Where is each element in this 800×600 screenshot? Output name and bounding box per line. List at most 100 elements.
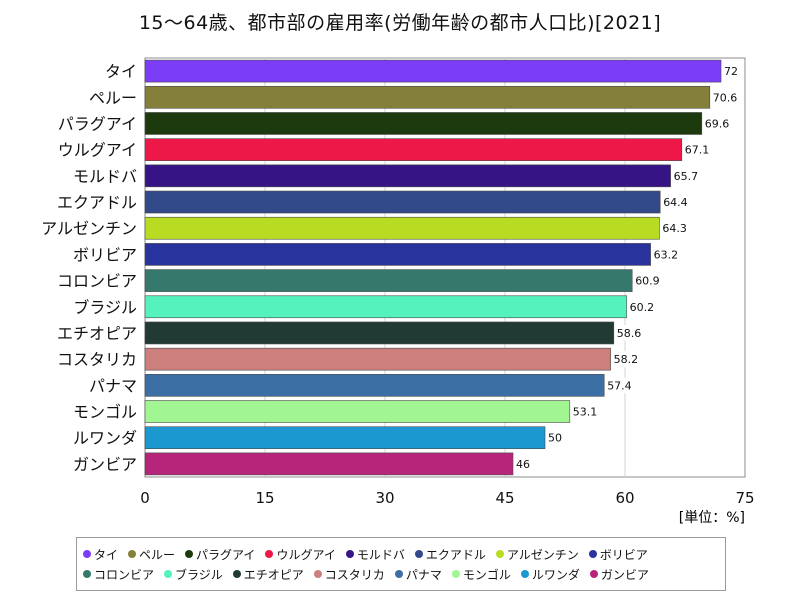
x-tick-label: 30 [375, 489, 394, 507]
legend-marker [394, 570, 403, 578]
value-label: 53.1 [573, 406, 598, 419]
legend-item: エクアドル [414, 546, 486, 563]
value-label-bg [682, 141, 714, 158]
legend-item: ブラジル [164, 566, 223, 583]
bar [144, 164, 671, 188]
bar [144, 452, 514, 476]
bar [144, 112, 703, 135]
legend-marker [451, 570, 460, 578]
value-label: 60.9 [635, 275, 660, 288]
legend-marker [185, 550, 194, 558]
value-label: 64.4 [663, 196, 688, 209]
legend-item: モルドバ [345, 546, 405, 563]
legend-label: ルワンダ [531, 567, 580, 582]
legend-item: ガンビア [589, 566, 649, 583]
legend-label: ボリビア [599, 547, 648, 562]
category-label: ウルグアイ [58, 141, 137, 160]
category-label: ボリビア [73, 245, 137, 264]
bar [144, 426, 546, 450]
legend-item: モンゴル [451, 566, 511, 583]
category-label: エクアドル [57, 193, 137, 212]
legend-marker [588, 550, 597, 558]
legend-label: エクアドル [425, 547, 486, 562]
bar [144, 216, 660, 240]
value-label-bg [605, 377, 636, 394]
legend-marker [589, 570, 598, 578]
legend: タイ ペルー パラグアイ ウルグアイ モルドバ エクアドル アルゼンチン ボリビア コロンビア ブ… [76, 537, 726, 591]
category-label: ガンビア [73, 455, 137, 474]
legend-label: ブラジル [175, 567, 223, 582]
legend-item: エチオピア [232, 566, 304, 583]
x-tick-label: 0 [140, 489, 150, 507]
value-label-bg [611, 351, 642, 368]
legend-marker [313, 570, 322, 578]
category-label: モルドバ [73, 167, 137, 186]
unit-label: [単位：%] [679, 510, 745, 526]
legend-item: パラグアイ [185, 546, 255, 563]
legend-label: パラグアイ [196, 547, 256, 562]
category-label: モンゴル [73, 403, 137, 422]
legend-label: ウルグアイ [276, 547, 336, 562]
legend-label: ペルー [139, 547, 176, 562]
legend-label: ガンビア [600, 567, 649, 582]
value-label: 67.1 [685, 144, 710, 157]
legend-label: エチオピア [243, 567, 304, 582]
bar [144, 295, 627, 319]
bar [144, 59, 722, 83]
legend-label: モンゴル [462, 567, 511, 582]
category-label: ペルー [89, 88, 137, 107]
legend-item: アルゼンチン [495, 546, 579, 563]
value-label-bg [671, 167, 702, 184]
x-tick-label: 60 [615, 489, 634, 507]
legend-item: ボリビア [588, 546, 648, 563]
legend-label: コロンビア [94, 567, 155, 582]
legend-marker [414, 550, 423, 558]
category-label: パナマ [89, 376, 137, 395]
value-label-bg [614, 324, 646, 341]
value-label: 58.2 [614, 353, 639, 366]
value-label: 60.2 [630, 301, 655, 314]
legend-marker [83, 570, 91, 578]
value-label: 50 [548, 432, 562, 445]
value-label: 58.6 [617, 327, 642, 340]
legend-item: ウルグアイ [265, 546, 336, 563]
bar [144, 190, 661, 214]
value-label-bg [661, 194, 692, 211]
bar [144, 269, 633, 292]
legend-marker [128, 550, 137, 558]
category-label: アルゼンチン [41, 219, 137, 238]
category-label: タイ [105, 62, 137, 81]
category-label: コロンビア [57, 272, 137, 291]
value-label: 72 [724, 65, 738, 78]
chart-title: 15～64歳、都市部の雇用率(労働年齢の都市人口比)[2021] [138, 12, 662, 34]
category-label: ブラジル [73, 298, 137, 317]
bar [144, 243, 651, 266]
legend-item: コスタリカ [313, 566, 385, 583]
legend-marker [164, 570, 173, 578]
legend-marker [495, 550, 504, 558]
legend-marker [345, 550, 354, 558]
bar [144, 138, 683, 161]
value-label: 64.3 [662, 222, 687, 235]
category-label: エチオピア [57, 324, 137, 343]
legend-label: コスタリカ [324, 567, 385, 582]
bar [144, 85, 711, 109]
legend-marker [83, 550, 91, 558]
value-label-bg [627, 298, 658, 315]
category-label: コスタリカ [57, 350, 137, 369]
bar [144, 347, 611, 371]
legend-marker [520, 570, 529, 578]
legend-item: パナマ [394, 566, 442, 583]
value-label-bg [633, 272, 664, 289]
value-label: 46 [516, 458, 530, 471]
x-tick-label: 15 [255, 489, 274, 507]
legend-item: コロンビア [83, 566, 154, 583]
legend-marker [232, 570, 241, 578]
category-label: パラグアイ [58, 114, 137, 133]
legend-label: パナマ [405, 567, 442, 582]
x-tick-label: 75 [735, 489, 754, 507]
legend-label: モルドバ [356, 547, 405, 562]
category-label: ルワンダ [73, 429, 137, 448]
value-label-bg [722, 63, 740, 80]
